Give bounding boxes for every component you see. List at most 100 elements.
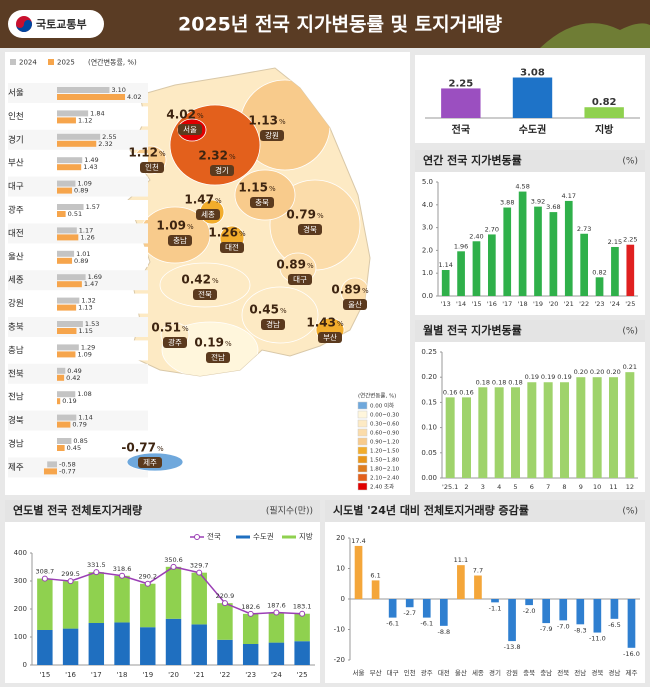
value-label: 3.08	[520, 68, 545, 79]
category-label: 전북	[8, 368, 24, 379]
bar-segment	[191, 572, 207, 625]
bar	[57, 117, 76, 124]
bar-segment	[37, 630, 53, 665]
x-tick-label: 경북	[591, 668, 603, 677]
bar-segment	[217, 603, 233, 640]
bar	[625, 372, 635, 478]
bar	[627, 599, 636, 648]
value-label: -0.77	[59, 467, 76, 475]
bar	[441, 270, 450, 296]
value-label: 308.7	[36, 568, 55, 576]
x-tick-label: '21	[564, 300, 574, 308]
bar	[57, 344, 79, 351]
bar	[518, 191, 527, 296]
y-tick-label: 0	[341, 595, 345, 603]
value-label: 0.82	[592, 97, 617, 108]
region-unit: %	[157, 445, 164, 453]
x-tick-label: '14	[456, 300, 466, 308]
bar	[491, 599, 499, 603]
value-label: 2.40	[469, 232, 483, 240]
value-label: 350.6	[164, 556, 183, 564]
value-label: 1.13	[78, 304, 92, 312]
region-unit: %	[279, 118, 286, 126]
value-label: -8.8	[437, 628, 450, 636]
panel-title: 월별 전국 지가변동률	[423, 323, 522, 337]
y-tick-label: 10	[336, 565, 345, 573]
region	[234, 169, 296, 221]
panel-unit: (%)	[622, 157, 638, 167]
y-tick-label: -10	[334, 626, 345, 634]
bar	[527, 382, 537, 478]
bar	[57, 234, 79, 241]
value-label: 0.89	[74, 187, 88, 195]
bar	[388, 599, 397, 618]
value-label: 0.51	[68, 210, 82, 218]
x-tick-label: '17	[502, 300, 512, 308]
bar	[441, 88, 481, 118]
bar	[57, 281, 82, 288]
bar	[47, 461, 57, 468]
bar-segment	[268, 642, 285, 665]
region-value: 1.26	[208, 226, 238, 240]
bar-segment	[37, 578, 53, 630]
row-band	[8, 176, 148, 197]
line-marker	[273, 609, 280, 616]
bar	[543, 382, 553, 478]
row-band	[8, 434, 148, 454]
region-unit: %	[362, 287, 369, 295]
region-value: 0.89	[331, 283, 361, 297]
value-label: 1.84	[90, 109, 104, 117]
value-label: 11.1	[454, 556, 468, 564]
value-label: 1.96	[454, 242, 468, 250]
x-tick-label: '18	[117, 671, 128, 679]
unit-label: (연간변동률, %)	[88, 58, 137, 67]
region-unit: %	[197, 112, 204, 120]
value-label: 183.1	[293, 603, 312, 611]
region-name: 서울	[183, 125, 197, 134]
region-unit: %	[212, 277, 219, 285]
value-label: 299.5	[61, 570, 80, 578]
region-value: 0.89	[276, 258, 306, 272]
region-name: 부산	[323, 332, 337, 342]
value-label: -0.58	[59, 460, 76, 468]
value-label: -11.0	[589, 635, 606, 643]
bar	[560, 382, 569, 478]
value-label: -16.0	[623, 650, 640, 658]
region-name: 인천	[145, 162, 159, 172]
panel-title: 연도별 전국 전체토지거래량	[13, 503, 142, 517]
x-tick-label: 울산	[455, 668, 467, 677]
value-label: 1.01	[76, 250, 90, 258]
legend-swatch	[357, 428, 368, 437]
panel-title-bar	[325, 500, 645, 522]
line-marker	[119, 572, 126, 579]
region-name: 광주	[168, 337, 182, 347]
value-label: 0.19	[525, 373, 539, 381]
bar	[564, 200, 573, 296]
bar	[57, 110, 89, 117]
value-label: 0.19	[541, 373, 555, 381]
legend-label: 2.10~2.40	[370, 476, 400, 482]
value-label: 290.2	[138, 573, 157, 581]
value-label: 1.69	[88, 273, 102, 281]
bar	[57, 367, 66, 374]
value-label: 1.15	[78, 327, 92, 335]
y-tick-label: 0.00	[421, 474, 437, 482]
bar	[57, 374, 65, 381]
region-value: 4.02	[166, 108, 196, 122]
y-tick-label: 0	[23, 661, 27, 669]
region-name: 충남	[173, 236, 187, 245]
y-tick-label: 1.0	[422, 269, 433, 277]
line-marker	[170, 563, 177, 570]
x-tick-label: '25.1	[442, 483, 458, 491]
bar-segment	[294, 613, 310, 642]
value-label: 331.5	[87, 561, 106, 569]
legend-swatch	[357, 446, 368, 455]
region-name-box	[140, 162, 164, 173]
row-band	[8, 223, 148, 244]
bar	[57, 398, 61, 405]
value-label: 318.6	[113, 565, 132, 573]
line-marker	[144, 580, 151, 587]
panel-title-bar	[5, 500, 320, 522]
legend-swatch	[357, 473, 368, 482]
